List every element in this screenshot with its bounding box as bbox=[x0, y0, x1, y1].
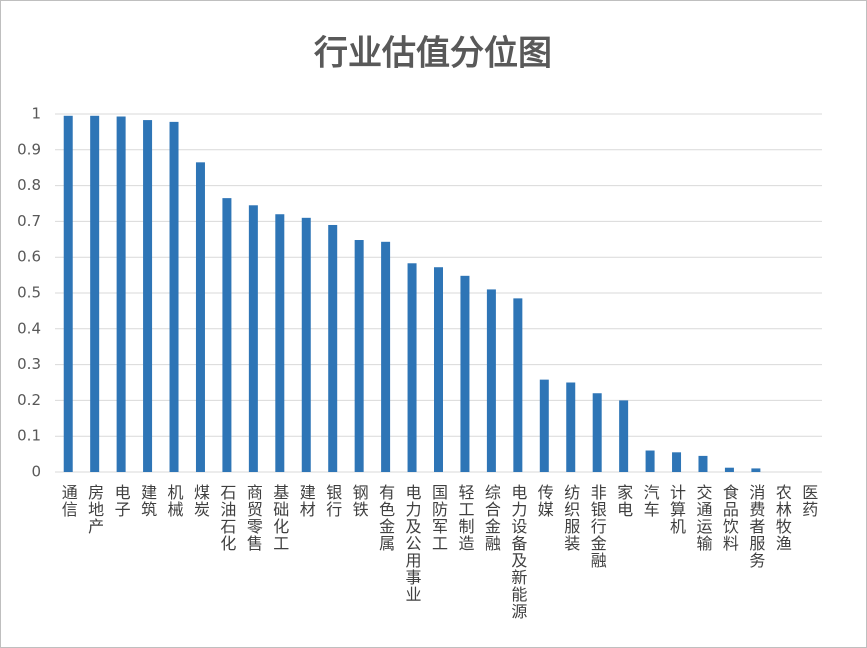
bar bbox=[248, 205, 258, 473]
y-tick-label: 0.4 bbox=[17, 319, 41, 337]
x-tick-label: 电力及公用事业 bbox=[403, 484, 422, 603]
y-tick-label: 0.1 bbox=[17, 427, 41, 445]
bar bbox=[275, 214, 285, 473]
bar bbox=[672, 452, 682, 472]
x-tick-label: 纺织服装 bbox=[561, 484, 580, 552]
x-tick-label: 国防军工 bbox=[429, 484, 448, 552]
bar bbox=[354, 240, 364, 472]
bar bbox=[592, 393, 602, 472]
bar bbox=[566, 382, 576, 472]
x-tick-label: 建材 bbox=[297, 484, 316, 518]
x-tick-label: 消费者服务 bbox=[746, 484, 765, 569]
y-tick-label: 0.2 bbox=[17, 391, 41, 409]
y-tick-label: 0.6 bbox=[17, 248, 41, 266]
x-tick-label: 家电 bbox=[614, 484, 633, 518]
x-tick-label: 非银行金融 bbox=[588, 484, 607, 569]
x-tick-label: 交通运输 bbox=[693, 484, 712, 552]
bar bbox=[90, 115, 100, 472]
x-tick-label: 食品饮料 bbox=[720, 484, 739, 552]
y-tick-label: 0.7 bbox=[17, 212, 41, 230]
y-tick-label: 0.8 bbox=[17, 176, 41, 194]
x-tick-label: 煤炭 bbox=[191, 484, 210, 518]
bar bbox=[486, 289, 496, 472]
bar bbox=[724, 467, 734, 472]
y-tick-label: 0.3 bbox=[17, 355, 41, 373]
bar bbox=[460, 275, 470, 472]
x-tick-label: 电力设备及新能源 bbox=[508, 484, 527, 620]
bar bbox=[539, 379, 549, 472]
x-tick-label: 电子 bbox=[112, 484, 131, 518]
y-tick-label: 0 bbox=[31, 463, 41, 481]
x-tick-label: 银行 bbox=[323, 484, 342, 518]
bar bbox=[698, 455, 708, 472]
x-tick-label: 通信 bbox=[59, 484, 78, 518]
bar bbox=[328, 224, 338, 472]
bar bbox=[513, 298, 523, 472]
x-tick-label: 医药 bbox=[799, 484, 818, 518]
x-tick-label: 汽车 bbox=[641, 484, 660, 518]
x-tick-label: 综合金融 bbox=[482, 484, 501, 552]
bar bbox=[195, 162, 205, 472]
y-tick-label: 0.9 bbox=[17, 140, 41, 158]
bar bbox=[169, 121, 179, 472]
bar bbox=[63, 115, 73, 472]
chart-title: 行业估值分位图 bbox=[314, 34, 552, 74]
bar bbox=[407, 263, 417, 472]
bar bbox=[116, 116, 126, 473]
bar bbox=[619, 400, 629, 472]
bar bbox=[301, 217, 311, 472]
x-tick-label: 基础化工 bbox=[270, 484, 289, 552]
x-tick-label: 计算机 bbox=[667, 484, 686, 535]
x-tick-label: 机械 bbox=[165, 484, 184, 518]
x-tick-label: 房地产 bbox=[85, 484, 104, 535]
bar bbox=[434, 267, 443, 472]
x-tick-label: 商贸零售 bbox=[244, 484, 263, 552]
y-tick-label: 1 bbox=[31, 105, 41, 123]
bar bbox=[143, 120, 153, 472]
bar bbox=[645, 450, 655, 472]
bar bbox=[222, 198, 232, 472]
bar bbox=[751, 468, 761, 472]
x-tick-label: 建筑 bbox=[138, 484, 157, 518]
x-tick-label: 有色金属 bbox=[376, 484, 395, 552]
x-tick-label: 石油石化 bbox=[217, 484, 236, 552]
bar bbox=[381, 241, 391, 472]
x-tick-label: 传媒 bbox=[535, 484, 554, 518]
x-tick-label: 轻工制造 bbox=[455, 484, 474, 552]
x-tick-label: 农林牧渔 bbox=[773, 484, 792, 552]
x-tick-label: 钢铁 bbox=[350, 484, 369, 518]
y-tick-label: 0.5 bbox=[17, 284, 41, 302]
